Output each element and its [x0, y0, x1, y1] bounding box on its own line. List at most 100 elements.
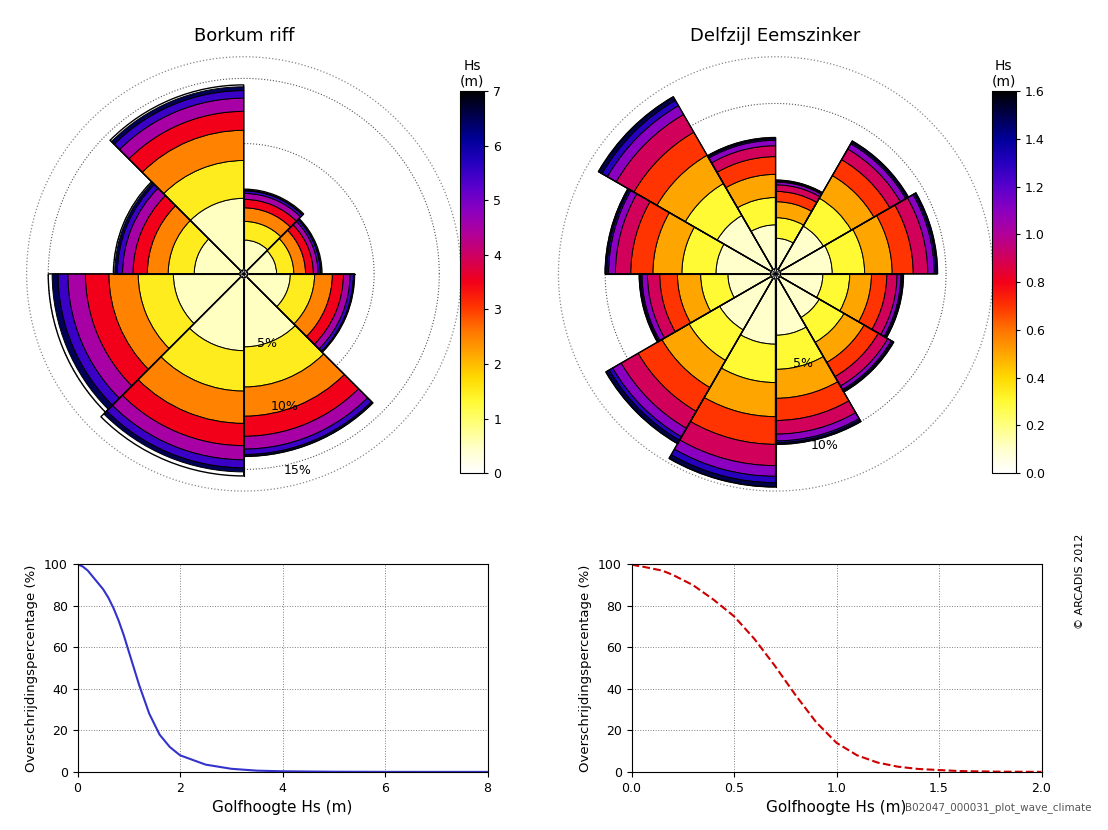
Wedge shape	[719, 274, 776, 330]
Wedge shape	[848, 144, 906, 202]
Text: 5%: 5%	[257, 337, 277, 350]
Wedge shape	[607, 189, 630, 274]
Wedge shape	[602, 100, 678, 177]
Y-axis label: Overschrijdingspercentage (%): Overschrijdingspercentage (%)	[25, 564, 39, 772]
Wedge shape	[244, 398, 371, 455]
Wedge shape	[298, 219, 321, 274]
Wedge shape	[872, 274, 897, 334]
Wedge shape	[677, 274, 710, 323]
Wedge shape	[244, 240, 268, 274]
Wedge shape	[776, 274, 807, 335]
Wedge shape	[605, 188, 629, 274]
Wedge shape	[801, 299, 844, 343]
Wedge shape	[776, 238, 793, 274]
Wedge shape	[117, 184, 158, 274]
Circle shape	[770, 269, 781, 279]
Wedge shape	[58, 274, 120, 405]
Wedge shape	[287, 225, 314, 274]
Wedge shape	[738, 198, 776, 232]
Wedge shape	[244, 191, 302, 217]
Wedge shape	[776, 182, 821, 197]
Wedge shape	[721, 334, 776, 383]
Wedge shape	[716, 244, 776, 274]
Wedge shape	[681, 227, 724, 274]
Wedge shape	[776, 192, 817, 212]
Wedge shape	[776, 181, 822, 194]
Wedge shape	[615, 193, 650, 274]
Wedge shape	[319, 274, 353, 351]
Wedge shape	[315, 274, 350, 349]
Wedge shape	[307, 274, 343, 344]
Wedge shape	[123, 188, 165, 274]
Wedge shape	[776, 357, 838, 398]
Wedge shape	[705, 368, 776, 417]
Wedge shape	[776, 382, 849, 421]
Wedge shape	[914, 193, 937, 274]
Wedge shape	[717, 216, 776, 274]
Wedge shape	[138, 357, 244, 423]
Wedge shape	[657, 155, 724, 222]
Wedge shape	[114, 90, 244, 149]
Wedge shape	[689, 306, 743, 360]
Wedge shape	[776, 246, 832, 274]
Wedge shape	[639, 274, 658, 342]
Wedge shape	[191, 198, 244, 274]
Wedge shape	[68, 274, 132, 398]
Wedge shape	[671, 449, 776, 483]
Wedge shape	[711, 146, 776, 173]
Wedge shape	[120, 98, 244, 159]
Wedge shape	[859, 274, 886, 330]
Wedge shape	[842, 149, 901, 208]
Wedge shape	[244, 274, 296, 347]
Wedge shape	[321, 274, 355, 352]
Wedge shape	[842, 341, 893, 391]
Wedge shape	[709, 140, 776, 163]
Wedge shape	[244, 193, 300, 221]
Wedge shape	[277, 274, 315, 324]
Wedge shape	[244, 388, 368, 449]
Wedge shape	[717, 157, 776, 188]
Wedge shape	[835, 333, 888, 386]
Wedge shape	[679, 422, 776, 466]
Wedge shape	[634, 132, 707, 205]
Wedge shape	[244, 374, 359, 437]
Wedge shape	[827, 325, 879, 377]
Wedge shape	[776, 274, 823, 297]
Wedge shape	[115, 183, 154, 274]
Wedge shape	[851, 143, 907, 198]
Wedge shape	[244, 208, 290, 237]
Wedge shape	[700, 274, 735, 311]
Wedge shape	[815, 314, 864, 363]
Wedge shape	[138, 274, 194, 349]
Wedge shape	[133, 196, 175, 274]
Wedge shape	[661, 324, 726, 388]
Wedge shape	[824, 229, 864, 274]
Wedge shape	[244, 274, 290, 307]
Title: Borkum riff: Borkum riff	[194, 27, 294, 45]
Wedge shape	[776, 274, 819, 318]
Text: 10%: 10%	[270, 400, 298, 413]
Wedge shape	[194, 239, 244, 274]
Wedge shape	[598, 97, 676, 173]
Wedge shape	[244, 190, 304, 215]
Wedge shape	[728, 274, 776, 298]
X-axis label: Golfhoogte Hs (m): Golfhoogte Hs (m)	[767, 800, 906, 815]
Wedge shape	[244, 222, 281, 250]
Wedge shape	[244, 354, 345, 417]
Wedge shape	[129, 111, 244, 173]
Wedge shape	[279, 230, 306, 274]
Wedge shape	[803, 198, 851, 247]
Wedge shape	[106, 405, 244, 468]
Wedge shape	[726, 174, 776, 208]
Text: B02047_000031_plot_wave_climate: B02047_000031_plot_wave_climate	[905, 803, 1091, 813]
Wedge shape	[708, 139, 776, 159]
Wedge shape	[776, 401, 855, 434]
Wedge shape	[296, 220, 320, 274]
Wedge shape	[267, 238, 294, 274]
Wedge shape	[776, 226, 823, 274]
Wedge shape	[884, 274, 902, 337]
Wedge shape	[189, 274, 244, 351]
Wedge shape	[122, 379, 244, 446]
Wedge shape	[840, 274, 872, 322]
Wedge shape	[161, 328, 244, 391]
